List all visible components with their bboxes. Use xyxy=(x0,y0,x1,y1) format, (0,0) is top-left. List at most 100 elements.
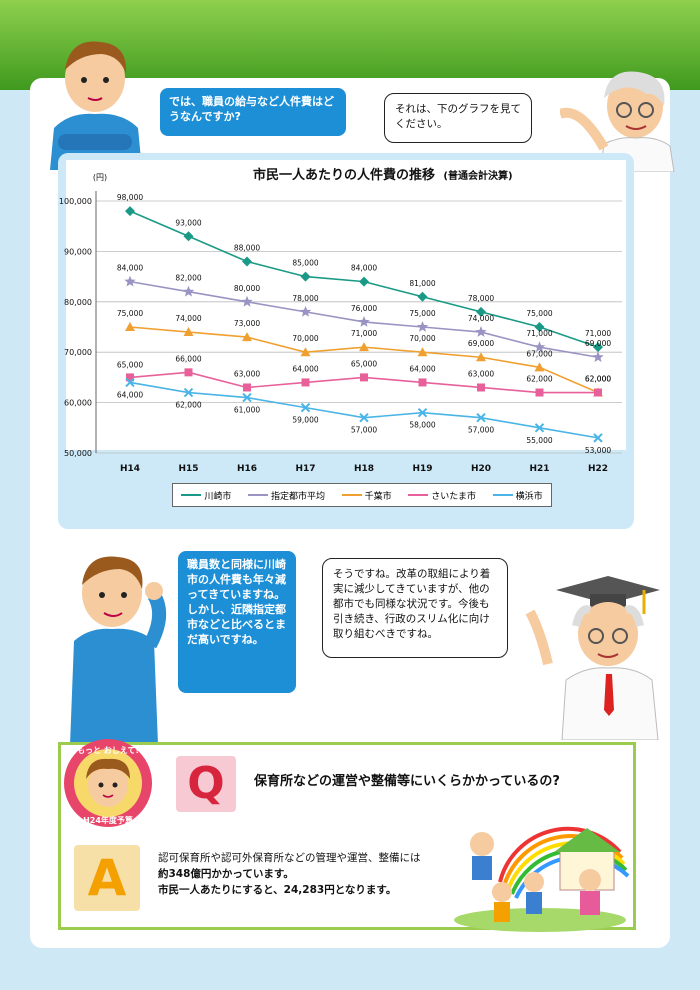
data-label: 61,000 xyxy=(234,406,260,415)
legend-label: さいたま市 xyxy=(431,491,477,502)
data-label: 71,000 xyxy=(526,329,552,338)
speech-bubble-answer-1: それは、下のグラフを見てください。 xyxy=(384,93,532,143)
data-point xyxy=(182,285,195,297)
data-label: 63,000 xyxy=(468,369,494,378)
data-label: 65,000 xyxy=(117,360,143,369)
q-letter: Q xyxy=(187,758,225,809)
chart-legend: 川崎市 指定都市平均 千葉市 さいたま市 横浜市 xyxy=(172,483,552,507)
data-label: 62,000 xyxy=(526,375,552,384)
data-point xyxy=(184,368,193,377)
data-label: 69,000 xyxy=(468,339,494,348)
chart-subtitle: (普通会計決算) xyxy=(443,169,512,182)
data-point xyxy=(476,306,486,317)
y-tick-label: 90,000 xyxy=(64,247,92,256)
legend-swatch xyxy=(492,494,513,496)
data-point xyxy=(593,342,603,353)
data-point xyxy=(126,373,134,382)
data-label: 55,000 xyxy=(526,436,552,445)
qa-badge: もっと おしえて! H24年度予算 xyxy=(64,739,152,827)
legend-entry: 川崎市 xyxy=(181,489,231,502)
legend-swatch xyxy=(341,494,362,496)
data-point xyxy=(592,351,604,363)
data-point xyxy=(183,327,194,337)
x-tick-label: H18 xyxy=(354,464,374,474)
data-label: 84,000 xyxy=(351,264,377,273)
data-point xyxy=(594,388,602,397)
question-1-text: では、職員の給与など人件費はどうなんですか? xyxy=(169,95,334,123)
data-label: 57,000 xyxy=(468,426,494,435)
data-point xyxy=(125,206,135,217)
data-label: 53,000 xyxy=(585,446,611,455)
data-point xyxy=(534,362,545,372)
data-point xyxy=(417,347,428,357)
x-tick-label: H19 xyxy=(412,464,432,474)
data-point xyxy=(477,383,485,392)
answer-line-3: 市民一人あたりにすると、24,283円となります。 xyxy=(158,884,397,896)
data-point xyxy=(533,341,546,352)
data-point xyxy=(593,433,603,443)
data-label: 74,000 xyxy=(468,314,494,323)
young-man-waving-illustration xyxy=(70,556,167,745)
professor-graduate-illustration xyxy=(526,576,660,740)
data-point xyxy=(243,383,251,392)
data-label: 62,000 xyxy=(175,401,201,410)
data-point xyxy=(359,413,369,423)
data-label: 57,000 xyxy=(351,426,377,435)
q-icon: Q xyxy=(176,756,236,812)
data-point xyxy=(301,378,310,387)
badge-bottom-text: H24年度予算 xyxy=(83,815,133,825)
data-point xyxy=(360,373,368,382)
legend-label: 川崎市 xyxy=(204,491,232,502)
data-label: 69,000 xyxy=(585,339,611,348)
data-point xyxy=(300,347,311,357)
data-point xyxy=(242,332,252,342)
y-tick-label: 100,000 xyxy=(59,197,92,206)
data-point xyxy=(241,295,253,307)
data-label: 71,000 xyxy=(585,329,611,338)
data-label: 70,000 xyxy=(292,334,318,343)
data-point xyxy=(475,326,487,337)
data-point xyxy=(300,271,311,282)
legend-swatch xyxy=(247,494,268,496)
chart-layer: 50,000 60,000 70,000 80,000 90,000 100,000 H14… xyxy=(59,191,622,474)
legend-swatch xyxy=(408,494,429,496)
speech-bubble-question-2: 職員数と同様に川崎市の人件費も年々減ってきていますね。しかし、近隣指定都市などと… xyxy=(178,551,296,693)
legend-swatch xyxy=(181,494,202,496)
data-label: 73,000 xyxy=(234,319,260,328)
data-point xyxy=(124,275,136,287)
data-label: 74,000 xyxy=(175,314,201,323)
y-tick-label: 70,000 xyxy=(64,348,92,357)
x-tick-label: H16 xyxy=(237,464,257,474)
data-label: 75,000 xyxy=(409,309,435,318)
data-point xyxy=(417,291,428,302)
data-label: 62,000 xyxy=(585,375,611,384)
data-label: 81,000 xyxy=(409,279,435,288)
data-point xyxy=(534,322,545,332)
chart-background xyxy=(66,160,626,450)
data-label: 84,000 xyxy=(117,264,143,273)
a-letter: A xyxy=(87,849,127,907)
line-chart: 市民一人あたりの人件費の推移 (普通会計決算) (円) 50,000 60,000… xyxy=(59,160,626,474)
data-label: 78,000 xyxy=(292,294,318,303)
y-tick-label: 80,000 xyxy=(64,298,92,307)
data-label: 59,000 xyxy=(292,416,318,425)
data-label: 82,000 xyxy=(175,274,201,283)
data-label: 75,000 xyxy=(526,309,552,318)
question-2-text: 職員数と同様に川崎市の人件費も年々減ってきていますね。しかし、近隣指定都市などと… xyxy=(187,558,286,646)
x-tick-label: H21 xyxy=(529,464,549,474)
data-label: 63,000 xyxy=(234,369,260,378)
legend-entry: 千葉市 xyxy=(341,489,392,502)
y-tick-label: 50,000 xyxy=(64,449,92,458)
data-point xyxy=(300,402,311,413)
data-label: 66,000 xyxy=(175,354,201,363)
data-point xyxy=(299,305,312,317)
chart-title: 市民一人あたりの人件費の推移 xyxy=(253,167,435,183)
data-label: 67,000 xyxy=(526,349,552,358)
data-point xyxy=(534,423,545,433)
x-tick-label: H15 xyxy=(178,464,198,474)
data-point xyxy=(125,377,135,388)
data-point xyxy=(242,256,252,267)
answer-1-text: それは、下のグラフを見てください。 xyxy=(395,103,521,130)
legend-label: 指定都市平均 xyxy=(270,491,325,502)
x-tick-label: H20 xyxy=(471,464,491,474)
